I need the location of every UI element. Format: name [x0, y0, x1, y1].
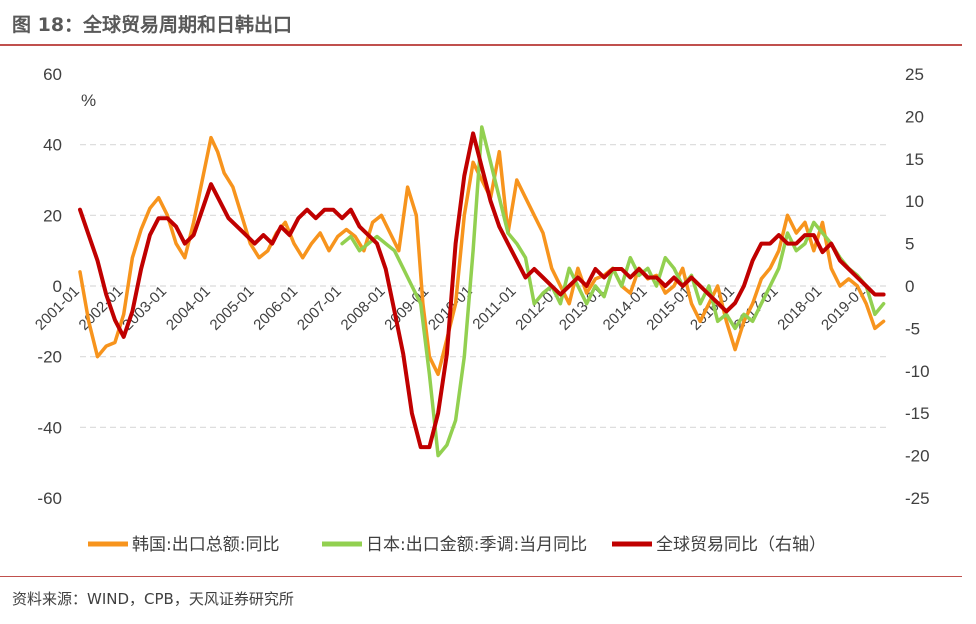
x-tick-label: 2007-01	[294, 283, 345, 334]
right-y-tick-label: 15	[905, 150, 924, 169]
right-y-tick-label: -25	[905, 489, 930, 508]
right-y-tick-label: 20	[905, 107, 924, 126]
right-y-tick-label: 5	[905, 235, 914, 254]
series-line-3	[78, 131, 886, 450]
grid-lines	[80, 144, 888, 428]
line-chart: 60 40 20 0 -20 -40 -60 25 20 15 10 5 0 -5 -10 -15 -20 -2…	[32, 65, 930, 555]
left-y-tick-label: 40	[43, 136, 62, 155]
left-y-tick-label: 20	[43, 206, 62, 225]
left-y-tick-label: 0	[53, 277, 62, 296]
footer-rule	[0, 576, 962, 577]
x-tick-label: 2011-01	[469, 283, 519, 333]
right-y-tick-label: 0	[905, 277, 914, 296]
series-lines	[78, 125, 886, 458]
header-rule	[0, 44, 962, 46]
x-tick-label: 2004-01	[163, 283, 214, 334]
left-y-tick-label: -20	[37, 348, 62, 367]
legend-label: 日本:出口金额:季调:当月同比	[366, 535, 587, 555]
right-y-tick-label: -20	[905, 447, 930, 466]
legend-label: 韩国:出口总额:同比	[132, 535, 279, 555]
right-y-tick-label: -5	[905, 319, 920, 338]
x-tick-label: 2018-01	[774, 283, 825, 334]
legend: 韩国:出口总额:同比 日本:出口金额:季调:当月同比 全球贸易同比（右轴）	[88, 535, 826, 555]
x-tick-label: 2005-01	[207, 283, 258, 334]
right-y-tick-label: -15	[905, 404, 930, 423]
y-unit-label: %	[81, 91, 96, 110]
x-tick-label: 2006-01	[250, 283, 301, 334]
legend-label: 全球贸易同比（右轴）	[656, 535, 826, 555]
right-y-tick-label: -10	[905, 362, 930, 381]
left-y-tick-label: -60	[37, 489, 62, 508]
left-y-tick-label: -40	[37, 418, 62, 437]
source-note: 资料来源：WIND，CPB，天风证券研究所	[12, 590, 294, 608]
left-y-axis: 60 40 20 0 -20 -40 -60	[37, 65, 62, 508]
figure-title: 图 18：全球贸易周期和日韩出口	[12, 14, 293, 36]
left-y-tick-label: 60	[43, 65, 62, 84]
x-tick-label: 2008-01	[338, 283, 389, 334]
right-y-axis: 25 20 15 10 5 0 -5 -10 -15 -20 -25	[905, 65, 930, 508]
right-y-tick-label: 10	[905, 192, 924, 211]
right-y-tick-label: 25	[905, 65, 924, 84]
